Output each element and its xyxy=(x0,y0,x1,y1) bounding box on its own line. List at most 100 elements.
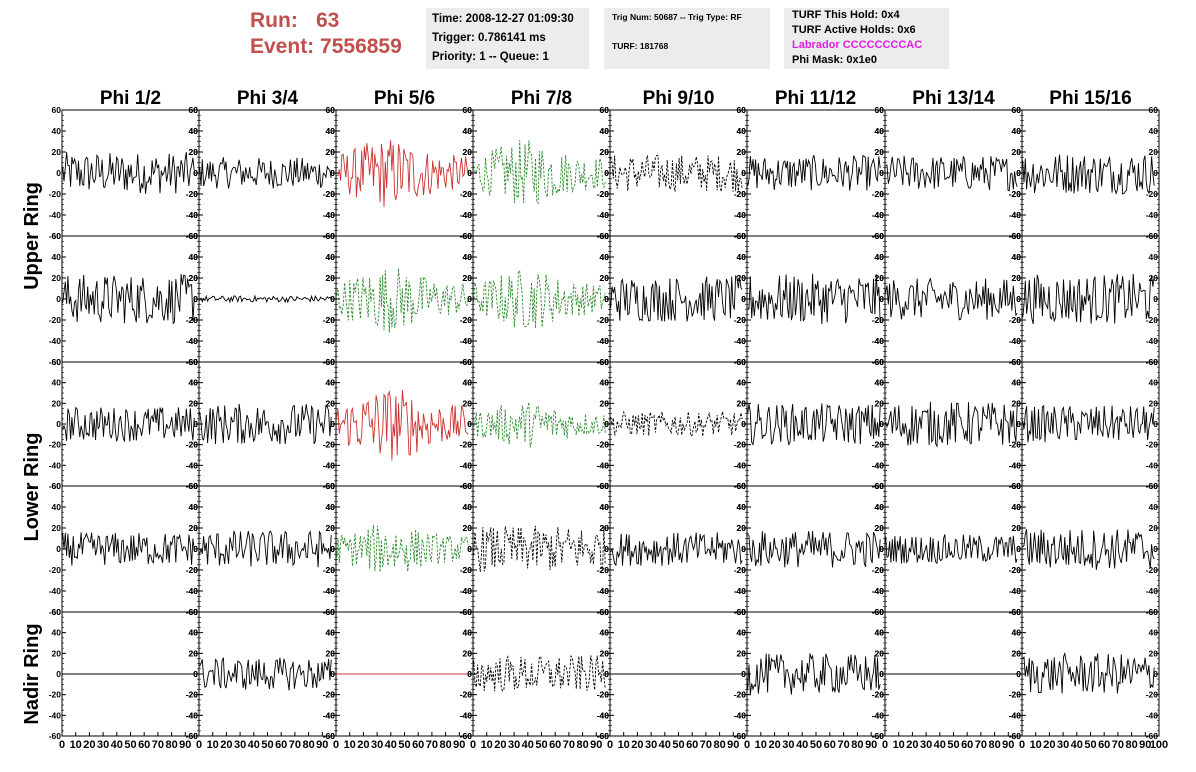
y-tick-label: 40 xyxy=(326,628,336,638)
x-tick-label: 30 xyxy=(508,739,520,751)
x-tick-label: 30 xyxy=(234,739,246,751)
y-tick-label: 0 xyxy=(604,669,609,679)
y-tick-label: -40 xyxy=(460,710,473,720)
y-tick-label: -60 xyxy=(323,731,336,741)
y-tick-label: -60 xyxy=(1009,731,1022,741)
y-tick-label: -20 xyxy=(460,440,473,450)
y-tick-label: 60 xyxy=(1149,231,1159,241)
y-tick-label: -40 xyxy=(186,710,199,720)
y-tick-label: 40 xyxy=(737,252,747,262)
trigger-text: Trigger: 0.786141 ms xyxy=(432,32,546,44)
y-tick-label: -40 xyxy=(597,336,610,346)
y-tick-label: -20 xyxy=(597,315,610,325)
y-tick-label: 60 xyxy=(463,231,473,241)
y-tick-label: 60 xyxy=(600,357,610,367)
x-tick-label: 70 xyxy=(975,739,987,751)
y-tick-label: 20 xyxy=(1012,147,1022,157)
y-tick-label: 0 xyxy=(467,419,472,429)
x-tick-label: 90 xyxy=(179,739,191,751)
y-tick-label: 60 xyxy=(875,231,885,241)
x-tick-label: 60 xyxy=(549,739,561,751)
y-tick-label: 60 xyxy=(737,357,747,367)
y-tick-label: 40 xyxy=(1012,252,1022,262)
y-tick-label: -60 xyxy=(49,607,62,617)
x-tick-label: 50 xyxy=(810,739,822,751)
y-tick-label: -20 xyxy=(872,189,885,199)
y-tick-label: -20 xyxy=(186,315,199,325)
y-tick-label: 60 xyxy=(875,481,885,491)
y-tick-label: -20 xyxy=(734,189,747,199)
y-tick-label: 40 xyxy=(600,126,610,136)
y-tick-label: 0 xyxy=(330,669,335,679)
y-tick-label: 60 xyxy=(875,357,885,367)
y-tick-label: 20 xyxy=(189,648,199,658)
y-tick-label: -20 xyxy=(734,315,747,325)
y-tick-label: 40 xyxy=(737,126,747,136)
y-tick-label: -20 xyxy=(1146,690,1159,700)
y-tick-label: -20 xyxy=(49,315,62,325)
y-tick-label: 40 xyxy=(875,126,885,136)
y-tick-label: 0 xyxy=(467,294,472,304)
turf-text: TURF: 181768 xyxy=(612,41,669,51)
y-tick-label: 0 xyxy=(193,294,198,304)
y-tick-label: -40 xyxy=(734,210,747,220)
y-tick-label: 20 xyxy=(600,273,610,283)
y-tick-label: 20 xyxy=(189,523,199,533)
y-tick-label: -20 xyxy=(1009,440,1022,450)
y-tick-label: 0 xyxy=(1016,294,1021,304)
y-tick-label: 60 xyxy=(875,357,885,367)
y-tick-label: 40 xyxy=(463,628,473,638)
x-tick-label: 20 xyxy=(220,739,232,751)
y-tick-label: 60 xyxy=(1149,607,1159,617)
y-tick-label: 40 xyxy=(52,252,62,262)
y-tick-label: 40 xyxy=(1012,252,1022,262)
y-tick-label: -20 xyxy=(1009,189,1022,199)
y-tick-label: 0 xyxy=(879,294,884,304)
y-tick-label: -40 xyxy=(597,336,610,346)
y-tick-label: 0 xyxy=(193,168,198,178)
y-tick-label: -40 xyxy=(186,210,199,220)
y-tick-label: 60 xyxy=(1012,357,1022,367)
y-tick-label: 60 xyxy=(463,607,473,617)
y-tick-label: 20 xyxy=(1012,648,1022,658)
y-tick-label: 20 xyxy=(463,398,473,408)
y-tick-label: 0 xyxy=(193,419,198,429)
x-tick-label: 60 xyxy=(686,739,698,751)
y-tick-label: 40 xyxy=(600,252,610,262)
y-tick-label: 0 xyxy=(467,168,472,178)
y-tick-label: -60 xyxy=(734,731,747,741)
y-tick-label: 20 xyxy=(875,273,885,283)
x-tick-label: 30 xyxy=(97,739,109,751)
x-tick-label: 40 xyxy=(111,739,123,751)
x-tick-label: 80 xyxy=(165,739,177,751)
y-tick-label: -20 xyxy=(186,440,199,450)
y-tick-label: 0 xyxy=(193,294,198,304)
x-tick-label: 20 xyxy=(906,739,918,751)
x-tick-label: 50 xyxy=(124,739,136,751)
y-tick-label: -20 xyxy=(1009,690,1022,700)
y-tick-label: 40 xyxy=(737,378,747,388)
y-tick-label: 20 xyxy=(875,648,885,658)
x-tick-label: 60 xyxy=(275,739,287,751)
y-tick-label: -60 xyxy=(49,731,62,741)
y-tick-label: 60 xyxy=(189,607,199,617)
y-tick-label: 60 xyxy=(1012,105,1022,115)
y-tick-label: -60 xyxy=(186,731,199,741)
y-tick-label: -20 xyxy=(323,440,336,450)
y-tick-label: -40 xyxy=(597,586,610,596)
y-tick-label: 60 xyxy=(189,105,199,115)
y-tick-label: 20 xyxy=(600,398,610,408)
y-tick-label: 60 xyxy=(600,231,610,241)
y-tick-label: 20 xyxy=(463,523,473,533)
panel-frame xyxy=(746,485,886,613)
y-tick-label: -20 xyxy=(734,440,747,450)
x-tick-label: 30 xyxy=(1057,739,1069,751)
y-tick-label: -20 xyxy=(872,440,885,450)
y-tick-label: -60 xyxy=(460,731,473,741)
y-tick-label: 0 xyxy=(1153,168,1158,178)
y-tick-label: 60 xyxy=(1012,231,1022,241)
y-tick-label: -20 xyxy=(186,690,199,700)
y-tick-label: 60 xyxy=(737,231,747,241)
y-tick-label: 40 xyxy=(326,502,336,512)
y-tick-label: 20 xyxy=(463,648,473,658)
